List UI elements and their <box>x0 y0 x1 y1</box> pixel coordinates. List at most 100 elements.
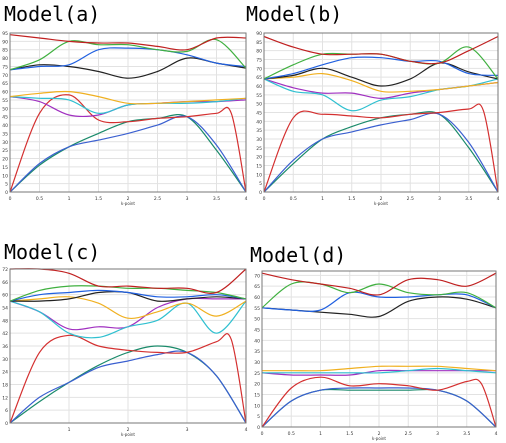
y-tick-label: 10 <box>254 403 260 409</box>
panel-title-c: Model(c) <box>4 240 101 264</box>
plot-frame <box>9 32 247 193</box>
y-tick-label: 85 <box>256 40 262 46</box>
y-tick-label: 42 <box>2 331 8 337</box>
y-tick-label: 50 <box>256 102 262 108</box>
x-tick-label: 2.5 <box>154 196 161 202</box>
band-line-9 <box>9 268 247 294</box>
x-tick-label: 2.5 <box>407 196 414 202</box>
band-line-6 <box>263 62 499 87</box>
band-line-1 <box>9 350 247 424</box>
x-tick-label: 2 <box>127 196 130 202</box>
y-tick-label: 40 <box>256 119 262 125</box>
y-tick-label: 35 <box>256 128 262 134</box>
y-tick-label: 20 <box>254 382 260 388</box>
band-line-2 <box>9 94 247 193</box>
y-tick-label: 50 <box>2 106 8 112</box>
x-tick-label: 2 <box>127 427 130 433</box>
y-tick-label: 65 <box>2 81 8 87</box>
band-line-5 <box>9 90 247 105</box>
band-line-5 <box>262 365 497 372</box>
chart-panel-1: 0 5 10 15 20 25 30 35 40 45 50 55 60 65 70 75 80 85 90 0 0.5… <box>256 31 499 206</box>
x-tick-label: 0.5 <box>290 196 297 202</box>
y-tick-label: 65 <box>256 75 262 81</box>
band-line-5 <box>9 296 247 320</box>
x-tick-label: 1.5 <box>346 431 353 437</box>
x-tick-label: 4 <box>497 196 500 202</box>
x-tick-label: 2.5 <box>405 431 412 437</box>
y-tick-label: 5 <box>259 181 262 187</box>
y-tick-label: 55 <box>254 306 260 312</box>
x-axis-label: k-point <box>374 201 388 206</box>
band-line-7 <box>263 56 499 80</box>
y-tick-label: 85 <box>2 48 8 54</box>
band-line-8 <box>9 285 247 302</box>
x-tick-label: 1 <box>68 427 71 433</box>
y-tick-label: 20 <box>2 157 8 163</box>
y-tick-label: 30 <box>254 360 260 366</box>
y-tick-label: 75 <box>2 64 8 70</box>
x-tick-label: 4 <box>495 431 498 437</box>
chart-panel-3: 0 5 10 15 20 25 30 35 40 45 50 55 60 65 70 0 0.5 1 1.5 2 2.5… <box>254 270 498 441</box>
x-tick-label: 2 <box>380 196 383 202</box>
x-tick-label: 3 <box>438 196 441 202</box>
x-tick-label: 1.5 <box>348 196 355 202</box>
x-axis-label: k-point <box>121 432 135 437</box>
y-tick-label: 30 <box>2 140 8 146</box>
y-tick-label: 55 <box>256 93 262 99</box>
x-tick-label: 3.5 <box>465 196 472 202</box>
y-tick-label: 45 <box>2 115 8 121</box>
y-tick-label: 35 <box>254 349 260 355</box>
x-axis-label: k-point <box>121 201 135 206</box>
y-tick-label: 90 <box>256 31 262 37</box>
y-tick-label: 0 <box>5 421 8 427</box>
y-tick-label: 55 <box>2 98 8 104</box>
y-tick-label: 30 <box>256 137 262 143</box>
y-tick-label: 40 <box>2 123 8 129</box>
x-tick-label: 0 <box>261 431 264 437</box>
x-tick-label: 3 <box>186 196 189 202</box>
y-tick-label: 70 <box>2 73 8 79</box>
y-tick-label: 40 <box>254 338 260 344</box>
band-line-4 <box>9 300 247 339</box>
band-line-7 <box>9 47 247 71</box>
x-tick-label: 4 <box>245 427 248 433</box>
y-tick-label: 5 <box>257 414 260 420</box>
y-tick-label: 75 <box>256 58 262 64</box>
y-tick-label: 25 <box>254 371 260 377</box>
band-line-3 <box>261 369 496 376</box>
y-tick-label: 60 <box>254 295 260 301</box>
band-line-1 <box>9 115 247 193</box>
y-tick-label: 45 <box>254 328 260 334</box>
x-tick-label: 4 <box>245 196 248 202</box>
band-line-5 <box>263 72 499 93</box>
x-tick-label: 2 <box>378 431 381 437</box>
band-line-2 <box>263 103 499 193</box>
y-tick-label: 25 <box>2 148 8 154</box>
y-tick-label: 60 <box>2 90 8 96</box>
band-line-9 <box>261 272 497 296</box>
band-line-2 <box>9 333 247 424</box>
y-tick-label: 60 <box>2 293 8 299</box>
y-tick-label: 12 <box>2 395 8 401</box>
x-tick-label: 0 <box>263 196 266 202</box>
y-tick-label: 70 <box>256 66 262 72</box>
panel-title-d: Model(d) <box>250 243 347 267</box>
y-tick-label: 50 <box>254 317 260 323</box>
y-tick-label: 70 <box>254 273 260 279</box>
chart-panel-0: 0 5 10 15 20 25 30 35 40 45 50 55 60 65 70 75 80 85 90 95 0 0… <box>2 31 247 206</box>
y-tick-label: 48 <box>2 318 8 324</box>
y-tick-label: 10 <box>256 172 262 178</box>
y-tick-label: 18 <box>2 383 8 389</box>
y-tick-label: 6 <box>5 408 8 414</box>
y-tick-label: 0 <box>259 190 262 196</box>
x-tick-label: 1 <box>319 431 322 437</box>
y-tick-label: 90 <box>2 39 8 45</box>
y-tick-label: 15 <box>256 164 262 170</box>
band-line-2 <box>261 376 497 428</box>
band-line-9 <box>9 34 247 51</box>
band-line-9 <box>263 35 499 65</box>
x-tick-label: 0.5 <box>36 196 43 202</box>
y-tick-label: 24 <box>2 370 8 376</box>
